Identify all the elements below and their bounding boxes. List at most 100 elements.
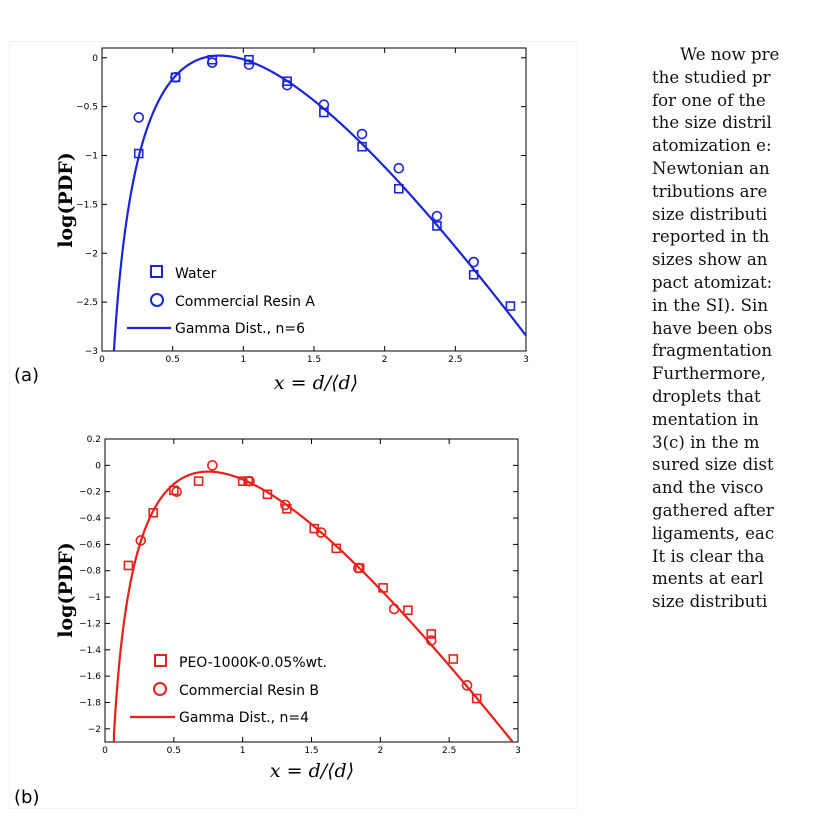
x-tick-label: 1 (240, 355, 246, 365)
square-point (133, 148, 144, 159)
square-point (244, 54, 254, 65)
x-tick-label: 1.5 (307, 355, 321, 365)
x-tick-label: 0.5 (166, 355, 180, 365)
circle-point (135, 535, 147, 546)
y-tick-label: −1.8 (79, 698, 101, 708)
body-text-line: and the visco (652, 478, 764, 498)
square-point (237, 476, 248, 486)
body-text-line: ments at earl (652, 569, 764, 589)
x-tick-label: 1.5 (304, 746, 318, 756)
chart-b-points (123, 460, 482, 704)
y-tick-label: −0.8 (79, 567, 101, 577)
circle-point (388, 603, 400, 615)
square-point (432, 221, 442, 231)
square-point (393, 183, 404, 194)
chart-a-legend: Water Commercial Resin A Gamma Dist., n=… (127, 265, 315, 337)
y-tick-label: −2 (88, 725, 101, 735)
body-text-line: for one of the (652, 90, 766, 110)
circle-point (206, 57, 218, 68)
x-tick-label: 0 (99, 355, 105, 365)
body-text-line: 3(c) in the m (652, 432, 760, 452)
legend-a-water-label: Water (175, 266, 217, 282)
legend-a-resin-label: Commercial Resin A (175, 294, 315, 310)
body-text-line: Furthermore, (652, 364, 766, 384)
legend-b-resin-marker (153, 682, 167, 696)
circle-point (280, 499, 291, 511)
circle-point (468, 256, 480, 268)
square-point (331, 543, 342, 554)
circle-point (315, 527, 327, 538)
y-tick-label: −0.4 (79, 514, 101, 524)
body-text-line: atomization e: (652, 136, 772, 156)
y-tick-label: 0 (92, 54, 98, 64)
y-tick-label: −1.4 (79, 646, 101, 656)
chart-b-ticks (104, 438, 519, 742)
y-tick-label: −2.5 (76, 298, 98, 308)
body-text-line: sured size dist (652, 455, 774, 475)
square-point (123, 560, 134, 571)
body-text-line: fragmentation (652, 341, 773, 361)
chart-b-ylabel: log(PDF) (55, 542, 77, 637)
square-point (403, 605, 413, 616)
square-point (169, 485, 179, 496)
square-point (505, 301, 516, 311)
y-tick-label: −1 (85, 152, 98, 162)
legend-b-resin-label: Commercial Resin B (179, 683, 319, 699)
y-tick-label: −1 (88, 593, 101, 603)
y-tick-label: −1.2 (79, 619, 101, 629)
body-text-line: We now pre (680, 45, 780, 64)
circle-point (243, 59, 255, 70)
body-text-line: It is clear tha (652, 546, 765, 566)
circle-point (425, 635, 437, 646)
y-tick-label: −1.6 (79, 672, 101, 682)
y-tick-label: 0.2 (87, 435, 101, 445)
body-text-line: the studied pr (652, 67, 771, 87)
circle-point (318, 99, 330, 110)
circle-point (281, 79, 293, 91)
x-tick-label: 2.5 (442, 746, 456, 756)
body-text-line: have been obs (652, 318, 773, 338)
chart-a: 0 0.5 1 1.5 2 2.5 3 0 −0.5 −1 −1.5 −2 −2.5 −3 log(PDF… (14, 47, 529, 394)
legend-b-peo-label: PEO-1000K-0.05%wt. (179, 655, 327, 671)
legend-a-resin-marker (150, 293, 164, 307)
chart-b: 0 0.5 1 1.5 2 2.5 3 0.2 0 −0.2 −0.4 −0.6 −0.8 −1 −1.2 −… (14, 435, 521, 808)
legend-b-gamma-label: Gamma Dist., n=4 (179, 710, 309, 726)
body-text-line: Newtonian an (652, 158, 770, 178)
body-text-line: sizes show an (652, 250, 768, 270)
circle-point (133, 112, 145, 123)
x-tick-label: 2 (382, 355, 388, 365)
x-tick-label: 3 (523, 355, 529, 365)
x-tick-label: 2.5 (448, 355, 462, 365)
body-text-line: gathered after (652, 500, 774, 520)
panel-label-b: (b) (14, 787, 39, 808)
circle-point (356, 128, 368, 140)
legend-b-peo-marker (154, 654, 167, 667)
circle-point (431, 210, 443, 222)
y-tick-label: 0 (95, 461, 101, 471)
square-point (468, 269, 479, 280)
y-tick-label: −0.2 (79, 488, 101, 498)
circle-point (207, 460, 218, 471)
body-text-line: pact atomizat: (652, 272, 773, 292)
chart-a-points (133, 54, 516, 311)
body-text-line: size distributi (652, 592, 768, 612)
x-tick-label: 1 (240, 746, 246, 756)
body-text-line: in the SI). Sin (652, 295, 769, 315)
square-point (471, 693, 482, 704)
legend-a-water-marker (150, 265, 163, 278)
circle-point (393, 162, 405, 174)
y-tick-label: −3 (85, 347, 98, 357)
x-tick-label: 2 (377, 746, 383, 756)
chart-b-tick-labels: 0 0.5 1 1.5 2 2.5 3 0.2 0 −0.2 −0.4 −0.6 −0.8 −1 −1.2 −… (79, 435, 521, 756)
chart-b-legend: PEO-1000K-0.05%wt. Commercial Resin B Ga… (130, 654, 327, 726)
x-tick-label: 3 (515, 746, 521, 756)
y-tick-label: −0.6 (79, 540, 101, 550)
square-point (282, 76, 292, 87)
chart-a-tick-labels: 0 0.5 1 1.5 2 2.5 3 0 −0.5 −1 −1.5 −2 −2.5 −3 (76, 54, 529, 365)
body-text-line: tributions are (652, 181, 768, 201)
chart-a-ticks (101, 48, 527, 352)
body-text-line: mentation in (652, 409, 759, 429)
body-text-line: size distributi (652, 204, 768, 224)
body-text-line: ligaments, eac (652, 523, 775, 543)
